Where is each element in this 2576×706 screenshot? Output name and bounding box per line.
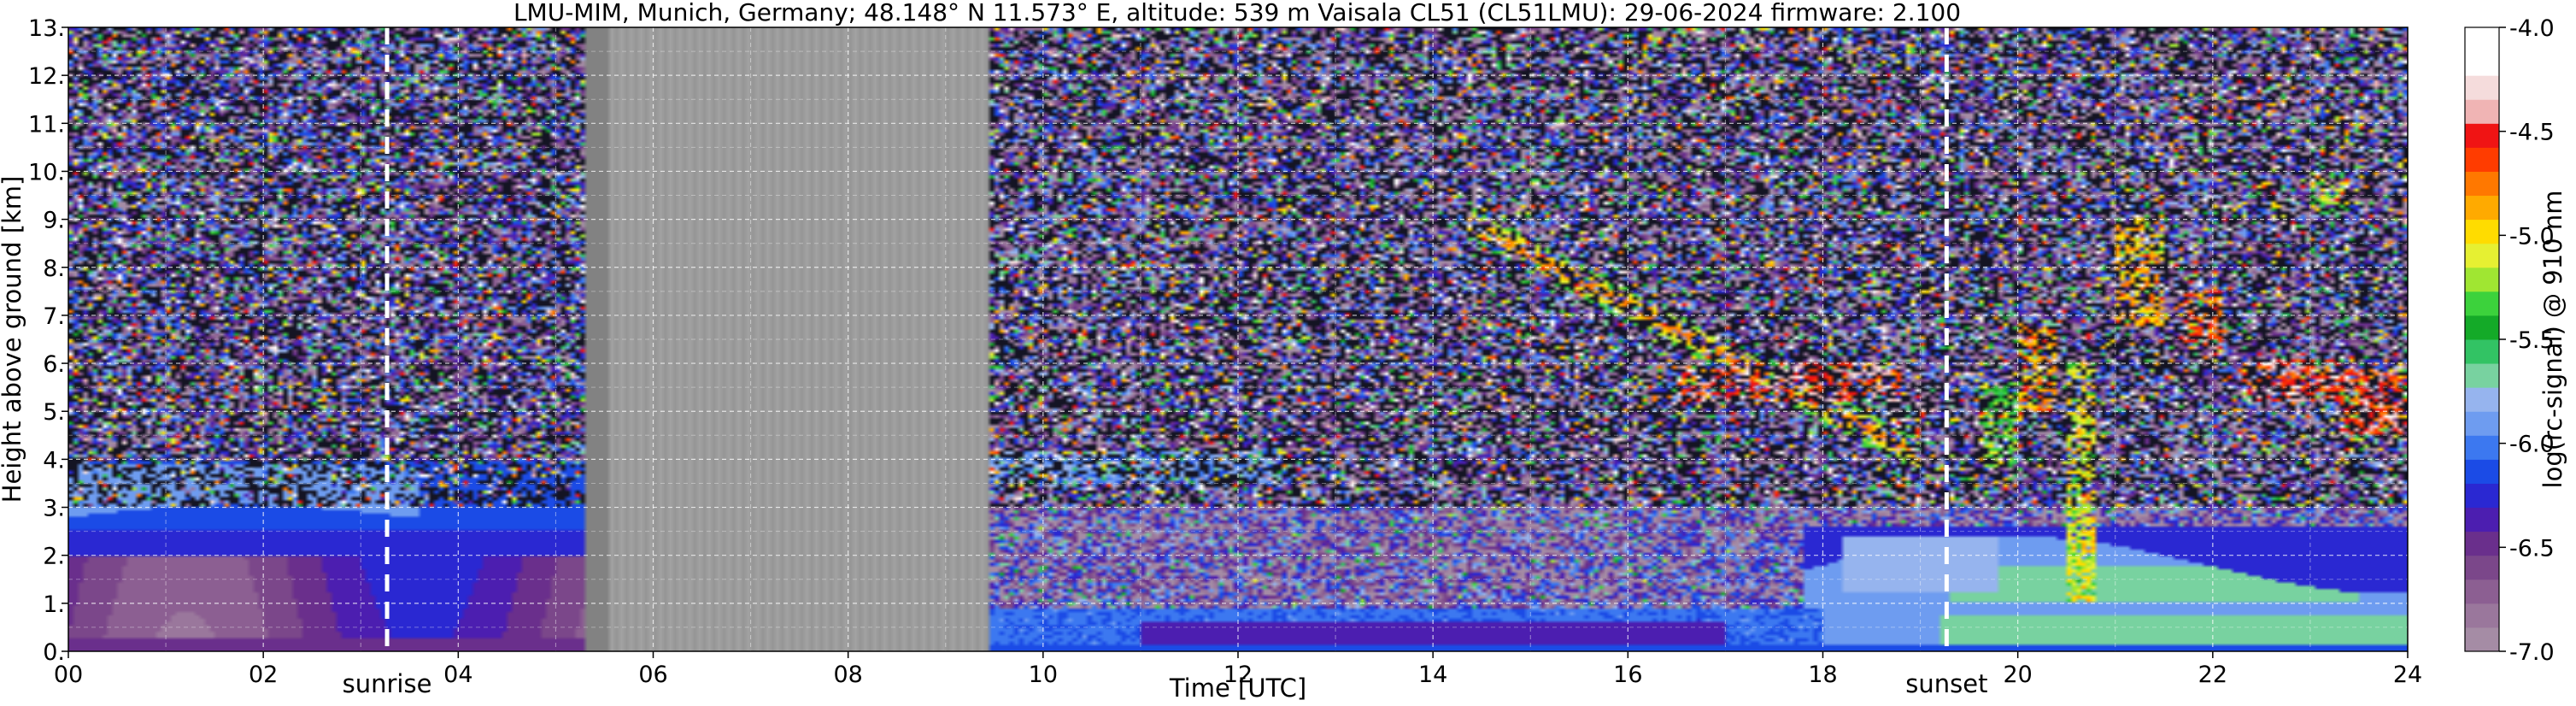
colorbar-swatch xyxy=(2465,291,2499,316)
y-tick-label: 3. xyxy=(43,496,65,522)
colorbar-swatch xyxy=(2465,411,2499,436)
chart-title: LMU-MIM, Munich, Germany; 48.148° N 11.5… xyxy=(513,0,1961,26)
x-tick-label: 22 xyxy=(2198,662,2227,688)
colorbar-swatch xyxy=(2465,579,2499,604)
sun-event-lines xyxy=(384,27,1949,651)
sunrise-label: sunrise xyxy=(343,669,432,698)
colorbar-swatch xyxy=(2465,363,2499,388)
colorbar-swatch xyxy=(2465,75,2499,100)
colorbar-swatch xyxy=(2465,219,2499,244)
colorbar-tick-label: -5.0 xyxy=(2509,223,2555,250)
colorbar-tick-label: -6.0 xyxy=(2509,432,2555,458)
colorbar-swatch xyxy=(2465,147,2499,172)
colorbar-swatch xyxy=(2465,171,2499,197)
colorbar-swatch xyxy=(2465,315,2499,340)
colorbar-swatch xyxy=(2465,27,2499,52)
y-tick-label: 0. xyxy=(43,639,65,666)
colorbar-swatch xyxy=(2465,627,2499,652)
colorbar-tick-label: -6.5 xyxy=(2509,535,2555,562)
colorbar-swatch xyxy=(2465,387,2499,412)
y-tick-label: 10. xyxy=(28,159,65,185)
x-tick-label: 06 xyxy=(638,662,667,688)
colorbar-swatch xyxy=(2465,555,2499,580)
y-tick-label: 8. xyxy=(43,256,65,282)
x-tick-label: 14 xyxy=(1418,662,1447,688)
y-tick-label: 4. xyxy=(43,447,65,474)
x-tick-label: 12 xyxy=(1223,662,1253,688)
y-tick-label: 7. xyxy=(43,303,65,330)
x-tick-label: 24 xyxy=(2393,662,2422,688)
grid-lines xyxy=(68,27,2408,651)
y-tick-label: 9. xyxy=(43,208,65,234)
colorbar: -4.0 -4.5 -5.0 -5.5 -6.0 -6.5 -7.0 xyxy=(2464,15,2555,666)
x-tick-label: 00 xyxy=(54,662,83,688)
x-tick-label: 10 xyxy=(1029,662,1058,688)
y-tick-label: 12. xyxy=(28,63,65,90)
y-tick-label: 6. xyxy=(43,351,65,378)
colorbar-swatch xyxy=(2465,483,2499,509)
colorbar-swatch xyxy=(2465,531,2499,556)
colorbar-swatch xyxy=(2465,267,2499,292)
y-tick-label: 5. xyxy=(43,399,65,426)
x-tick-label: 16 xyxy=(1613,662,1642,688)
colorbar-swatch xyxy=(2465,435,2499,460)
colorbar-tick-label: -4.0 xyxy=(2509,15,2555,42)
colorbar-tick-label: -7.0 xyxy=(2509,639,2555,666)
colorbar-swatch xyxy=(2465,339,2499,364)
y-tick-label: 2. xyxy=(43,544,65,570)
colorbar-swatch xyxy=(2465,123,2499,148)
x-tick-label: 08 xyxy=(833,662,862,688)
y-tick-label: 13. xyxy=(28,15,65,42)
colorbar-tick-label: -4.5 xyxy=(2509,120,2555,146)
colorbar-swatch xyxy=(2465,603,2499,628)
x-axis: 00 02 04 06 08 10 12 14 16 18 20 22 24 xyxy=(54,651,2422,688)
colorbar-swatch xyxy=(2465,243,2499,268)
y-axis-label: Height above ground [km] xyxy=(0,176,26,503)
x-tick-label: 20 xyxy=(2003,662,2032,688)
sunset-label: sunset xyxy=(1905,669,1987,698)
x-tick-label: 02 xyxy=(249,662,278,688)
colorbar-tick-label: -5.5 xyxy=(2509,327,2555,354)
y-tick-label: 11. xyxy=(28,111,65,138)
plot-area xyxy=(67,26,2409,652)
colorbar-swatch xyxy=(2465,459,2499,484)
colorbar-swatch xyxy=(2465,51,2499,76)
colorbar-swatch xyxy=(2465,507,2499,532)
y-tick-label: 1. xyxy=(43,591,65,618)
x-tick-label: 04 xyxy=(443,662,472,688)
x-tick-label: 18 xyxy=(1808,662,1837,688)
colorbar-swatch xyxy=(2465,99,2499,124)
colorbar-swatch xyxy=(2465,195,2499,221)
x-axis-label: Time [UTC] xyxy=(1169,674,1306,703)
colorbar-label: log(rc-signal) @ 910 nm xyxy=(2538,191,2567,489)
y-axis: 0. 1. 2. 3. 4. 5. 6. 7. 8. 9. 10. 11. 12. 13. xyxy=(28,15,68,666)
